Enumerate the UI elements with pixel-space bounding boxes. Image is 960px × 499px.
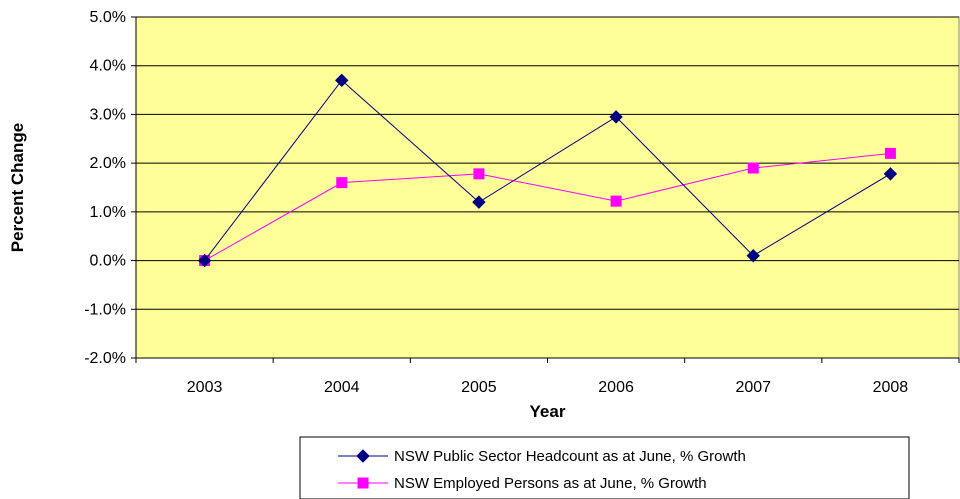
legend-box [299, 436, 910, 499]
y-tick-label: 1.0% [90, 204, 126, 221]
x-axis-ticks: 2003 2004 2005 2006 2007 2008 [135, 358, 960, 396]
x-tick-label: 2006 [598, 379, 634, 396]
series-layer [197, 73, 898, 268]
series-line-1 [204, 152, 891, 262]
legend-label-headcount: NSW Public Sector Headcount as at June, … [394, 448, 746, 465]
y-tick-label: 2.0% [90, 155, 126, 172]
y-axis-title: Percent Change [8, 123, 27, 252]
y-tick-label: -1.0% [84, 301, 126, 318]
legend: NSW Public Sector Headcount as at June, … [299, 436, 910, 499]
y-tick-label: -2.0% [84, 350, 126, 367]
y-tick-label: 4.0% [90, 58, 126, 75]
y-tick-label: 3.0% [90, 106, 126, 123]
data-point-0-1 [335, 73, 349, 88]
gridlines [136, 16, 959, 359]
data-point-0-4 [746, 248, 760, 263]
data-point-0-5 [883, 167, 898, 181]
legend-label-employed: NSW Employed Persons as at June, % Growt… [394, 475, 707, 492]
data-point-1-3 [610, 195, 622, 207]
x-axis-title: Year [530, 402, 566, 421]
data-point-0-2 [472, 195, 486, 209]
data-point-0-0 [197, 253, 212, 268]
x-tick-label: 2005 [461, 379, 497, 396]
x-tick-label: 2008 [873, 379, 909, 396]
data-point-1-5 [884, 147, 896, 159]
x-tick-label: 2003 [187, 379, 223, 396]
data-point-1-4 [747, 162, 759, 174]
y-tick-label: 5.0% [90, 9, 126, 26]
data-point-1-1 [336, 177, 348, 189]
data-point-1-2 [473, 168, 485, 180]
series-line-0 [204, 79, 891, 261]
legend-swatch-marker-1 [357, 477, 369, 489]
y-tick-label: 0.0% [90, 253, 126, 270]
data-point-0-3 [609, 110, 623, 124]
legend-swatch-marker-0 [356, 449, 370, 463]
x-tick-label: 2007 [735, 379, 771, 396]
x-tick-label: 2004 [324, 379, 360, 396]
y-axis-ticks: 5.0% 4.0% 3.0% 2.0% 1.0% 0.0% -1.0% -2.0% [84, 9, 137, 367]
